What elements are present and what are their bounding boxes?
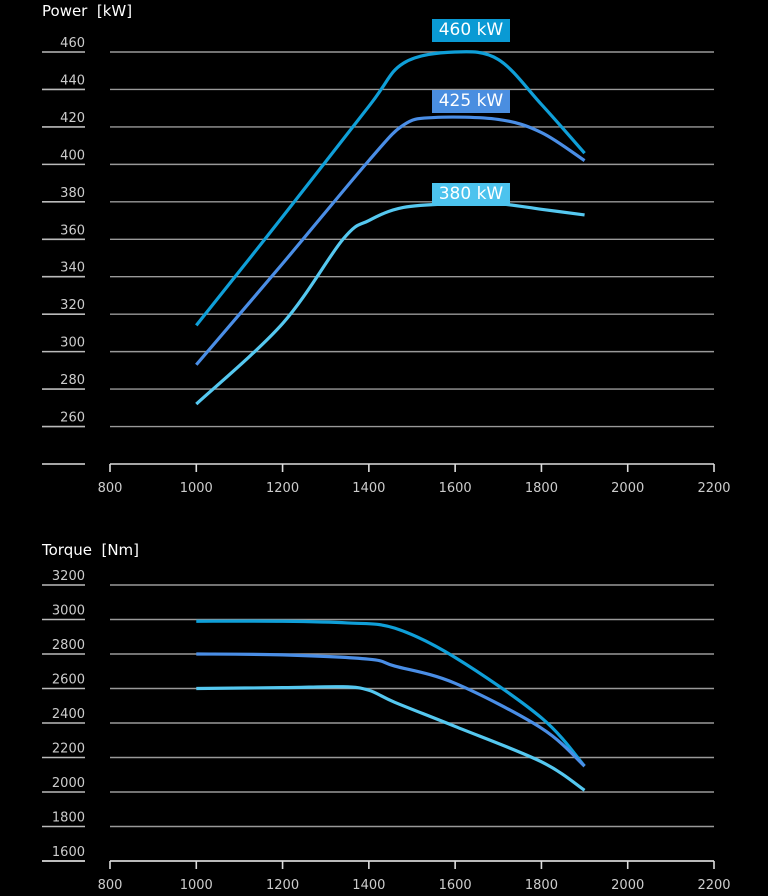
- power-y-tick-label: 460: [60, 36, 85, 51]
- torque-series-line-2: [196, 652, 586, 768]
- torque-chart-title: Torque [Nm]: [42, 541, 140, 559]
- torque-x-tick-label: 1000: [180, 878, 213, 893]
- power-series-line-1: [195, 50, 586, 327]
- torque-y-tick-label: 2400: [52, 707, 85, 722]
- power-y-tick-label: 380: [60, 186, 85, 201]
- torque-y-tick-label: 3200: [52, 569, 85, 584]
- power-x-tick-label: 800: [98, 481, 123, 496]
- power-y-tick-label: 260: [60, 411, 85, 426]
- power-series-line-2: [195, 115, 586, 366]
- torque-series-line-1: [196, 619, 586, 768]
- torque-x-tick-label: 2200: [697, 878, 730, 893]
- torque-y-tick-label: 2000: [52, 776, 85, 791]
- torque-x-tick-label: 1600: [439, 878, 472, 893]
- torque-x-tick-label: 1200: [266, 878, 299, 893]
- series-label-380kw: 380 kW: [432, 183, 510, 206]
- power-x-tick-label: 1200: [266, 481, 299, 496]
- series-label-460kw: 460 kW: [432, 19, 510, 42]
- power-y-tick-label: 440: [60, 73, 85, 88]
- power-y-tick-label: 320: [60, 298, 85, 313]
- power-x-tick-label: 1600: [439, 481, 472, 496]
- power-y-tick-label: 300: [60, 336, 85, 351]
- torque-series-line-3: [196, 685, 586, 792]
- torque-y-tick-label: 3000: [52, 604, 85, 619]
- torque-y-tick-label: 2600: [52, 673, 85, 688]
- torque-y-tick-label: 2200: [52, 742, 85, 757]
- power-y-tick-label: 360: [60, 223, 85, 238]
- series-label-425kw: 425 kW: [432, 90, 510, 113]
- torque-x-tick-label: 1800: [525, 878, 558, 893]
- torque-x-tick-label: 1400: [352, 878, 385, 893]
- power-x-tick-label: 2200: [697, 481, 730, 496]
- torque-y-tick-label: 2800: [52, 638, 85, 653]
- power-x-tick-label: 2000: [611, 481, 644, 496]
- power-x-tick-label: 1800: [525, 481, 558, 496]
- power-y-tick-label: 400: [60, 148, 85, 163]
- power-series-line-3: [195, 201, 585, 406]
- power-chart-title: Power [kW]: [42, 2, 133, 20]
- torque-x-tick-label: 2000: [611, 878, 644, 893]
- power-y-tick-label: 420: [60, 111, 85, 126]
- torque-y-tick-label: 1600: [52, 845, 85, 860]
- power-y-tick-label: 340: [60, 261, 85, 276]
- power-x-tick-label: 1400: [352, 481, 385, 496]
- power-x-tick-label: 1000: [180, 481, 213, 496]
- torque-x-tick-label: 800: [98, 878, 123, 893]
- torque-y-tick-label: 1800: [52, 811, 85, 826]
- power-y-tick-label: 280: [60, 373, 85, 388]
